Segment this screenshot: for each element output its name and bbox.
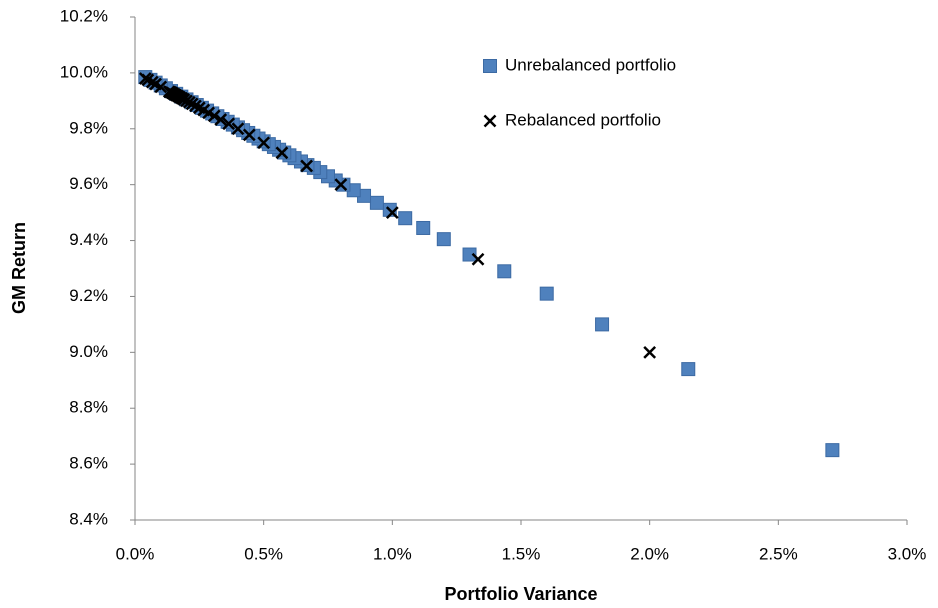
point bbox=[257, 136, 271, 150]
point bbox=[497, 264, 512, 279]
point bbox=[231, 122, 245, 136]
point bbox=[681, 362, 696, 377]
point bbox=[214, 113, 228, 126]
y-tick-label: 9.8% bbox=[69, 118, 108, 137]
point bbox=[275, 146, 289, 160]
point bbox=[471, 252, 485, 266]
point bbox=[416, 220, 431, 235]
y-tick-label: 9.4% bbox=[69, 230, 108, 249]
y-axis-title: GM Return bbox=[9, 222, 29, 314]
point bbox=[334, 178, 348, 192]
point bbox=[369, 195, 384, 210]
x-tick-label: 1.5% bbox=[502, 544, 541, 563]
point bbox=[300, 159, 314, 173]
x-tick-label: 2.0% bbox=[630, 544, 669, 563]
y-tick-label: 10.0% bbox=[60, 62, 108, 81]
point bbox=[436, 232, 451, 247]
point bbox=[138, 72, 152, 85]
x-axis-title: Portfolio Variance bbox=[444, 584, 597, 604]
y-tick-label: 10.2% bbox=[60, 6, 108, 25]
x-tick-label: 0.5% bbox=[244, 544, 283, 563]
point bbox=[539, 286, 554, 301]
point bbox=[385, 206, 399, 219]
y-tick-label: 8.8% bbox=[69, 398, 108, 417]
point bbox=[462, 247, 477, 262]
x-tick-label: 0.0% bbox=[116, 544, 155, 563]
point bbox=[595, 317, 610, 332]
y-tick-label: 8.6% bbox=[69, 454, 108, 473]
legend-label: Unrebalanced portfolio bbox=[505, 55, 676, 74]
legend-marker bbox=[483, 59, 497, 73]
point bbox=[825, 443, 840, 458]
point bbox=[162, 85, 176, 98]
legend-label: Rebalanced portfolio bbox=[505, 110, 661, 129]
legend-marker bbox=[483, 114, 497, 128]
x-tick-label: 1.0% bbox=[373, 544, 412, 563]
point bbox=[643, 345, 657, 359]
x-tick-label: 3.0% bbox=[888, 544, 927, 563]
point bbox=[222, 117, 236, 131]
y-tick-label: 9.6% bbox=[69, 174, 108, 193]
y-tick-label: 9.2% bbox=[69, 286, 108, 305]
x-tick-label: 2.5% bbox=[759, 544, 798, 563]
y-tick-label: 9.0% bbox=[69, 342, 108, 361]
y-tick-label: 8.4% bbox=[69, 509, 108, 528]
point bbox=[398, 211, 413, 226]
point bbox=[242, 128, 256, 142]
